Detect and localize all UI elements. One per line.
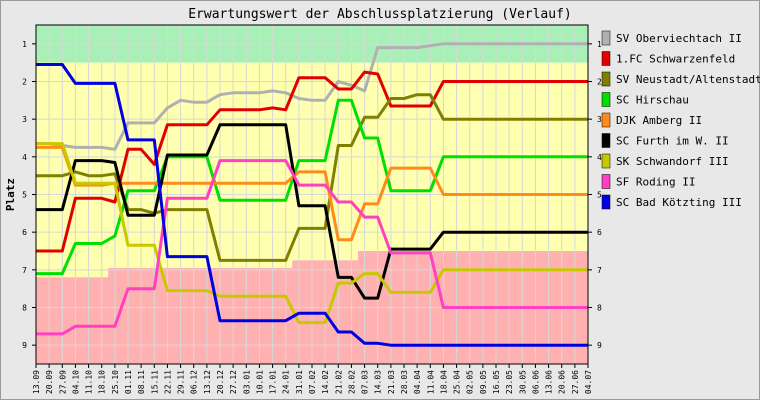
y-tick-label-right: 5 xyxy=(597,191,602,200)
x-tick-label: 07.03 xyxy=(361,370,370,394)
x-tick-label: 17.01 xyxy=(269,370,278,394)
legend-swatch-3 xyxy=(601,71,611,87)
x-tick-label: 27.09 xyxy=(58,370,67,394)
legend-swatch-4 xyxy=(601,92,611,107)
y-tick-label-right: 6 xyxy=(597,228,602,237)
y-tick-label-left: 3 xyxy=(22,115,27,124)
legend-swatch-2 xyxy=(601,51,611,66)
x-tick-label: 08.11 xyxy=(137,370,146,394)
legend-swatch-8 xyxy=(601,174,611,189)
y-tick-label-left: 9 xyxy=(22,341,27,350)
legend-label-9: SC Bad Kötzting III xyxy=(616,196,742,209)
x-tick-label: 30.05 xyxy=(518,370,527,394)
chart-title: Erwartungswert der Abschlussplatzierung … xyxy=(188,7,572,22)
y-tick-label-left: 4 xyxy=(22,153,27,162)
y-tick-label-right: 4 xyxy=(597,153,602,162)
y-tick-label-left: 6 xyxy=(22,228,27,237)
x-tick-label: 18.04 xyxy=(439,370,448,394)
legend-label-1: SV Oberviechtach II xyxy=(616,32,742,45)
series-lines xyxy=(36,42,588,347)
x-tick-label: 15.11 xyxy=(150,370,159,394)
legend-swatch-9 xyxy=(601,194,611,210)
x-tick-label: 11.04 xyxy=(426,370,435,394)
x-tick-label: 31.01 xyxy=(295,370,304,394)
y-tick-label-right: 3 xyxy=(597,115,602,124)
series-line-9 xyxy=(36,63,588,347)
legend-label-5: DJK Amberg II xyxy=(616,114,702,127)
x-tick-label: 25.10 xyxy=(111,370,120,394)
x-tick-label: 04.04 xyxy=(413,370,422,394)
x-tick-label: 14.02 xyxy=(321,370,330,394)
x-tick-label: 13.09 xyxy=(32,370,41,394)
x-tick-label: 20.06 xyxy=(558,370,567,394)
x-tick-label: 03.01 xyxy=(242,370,251,394)
legend-label-7: SK Schwandorf III xyxy=(616,155,729,168)
x-tick-label: 04.10 xyxy=(71,370,80,394)
x-tick-label: 13.06 xyxy=(545,370,554,394)
axes: 1 1 2 2 3 3 4 4 5 5 6 6 7 7 8 8 9 9 13.09 20.09 27.09 04.10 11… xyxy=(22,24,602,394)
series-line-7 xyxy=(36,142,588,325)
x-tick-label: 28.03 xyxy=(400,370,409,394)
x-tick-label: 27.12 xyxy=(229,370,238,394)
x-tick-label: 07.02 xyxy=(308,370,317,394)
x-tick-label: 25.04 xyxy=(453,370,462,394)
series-line-6 xyxy=(36,123,588,300)
x-tick-label: 14.03 xyxy=(374,370,383,394)
x-tick-label: 21.03 xyxy=(387,370,396,394)
x-tick-label: 02.05 xyxy=(466,370,475,394)
y-tick-label-left: 8 xyxy=(22,304,27,313)
legend-label-3: SV Neustadt/Altenstadt xyxy=(616,73,760,86)
legend-swatch-1 xyxy=(601,30,611,46)
x-tick-label: 29.11 xyxy=(177,370,186,394)
y-tick-label-left: 5 xyxy=(22,191,27,200)
x-tick-label: 28.02 xyxy=(347,370,356,394)
x-tick-label: 22.11 xyxy=(163,370,172,394)
x-tick-label: 01.11 xyxy=(124,370,133,394)
x-tick-label: 16.05 xyxy=(492,370,501,394)
y-tick-label-left: 7 xyxy=(22,266,27,275)
legend-swatch-7 xyxy=(601,153,611,169)
legend-label-2: 1.FC Schwarzenfeld xyxy=(616,53,735,66)
y-tick-label-right: 8 xyxy=(597,304,602,313)
x-tick-label: 23.05 xyxy=(505,370,514,394)
series-line-2 xyxy=(36,70,588,253)
series-line-5 xyxy=(36,145,588,242)
x-tick-label: 21.02 xyxy=(334,370,343,394)
y-tick-label-right: 9 xyxy=(597,341,602,350)
legend-label-6: SC Furth im W. II xyxy=(616,135,729,148)
x-tick-label: 20.12 xyxy=(216,370,225,394)
x-tick-label: 24.01 xyxy=(282,370,291,394)
y-tick-label-right: 2 xyxy=(597,78,602,87)
y-tick-label-left: 2 xyxy=(22,78,27,87)
x-tick-label: 06.06 xyxy=(531,370,540,394)
series-line-1 xyxy=(36,42,588,151)
y-axis-label: Platz xyxy=(4,178,17,211)
x-tick-label: 06.12 xyxy=(190,370,199,394)
y-tick-label-right: 7 xyxy=(597,266,602,275)
x-tick-label: 27.06 xyxy=(571,370,580,394)
x-tick-label: 20.09 xyxy=(45,370,54,394)
x-tick-label: 18.10 xyxy=(98,370,107,394)
y-tick-label-left: 1 xyxy=(22,40,27,49)
x-tick-label: 13.12 xyxy=(203,370,212,394)
legend-swatch-5 xyxy=(601,112,611,128)
legend-swatch-6 xyxy=(601,133,611,148)
x-tick-label: 10.01 xyxy=(255,370,264,394)
x-tick-label: 04.07 xyxy=(584,370,593,394)
legend: SV Oberviechtach II 1.FC Schwarzenfeld SV … xyxy=(601,30,760,210)
x-tick-label: 09.05 xyxy=(479,370,488,394)
legend-label-8: SF Roding II xyxy=(616,176,695,189)
y-tick-label-right: 1 xyxy=(597,40,602,49)
series-line-8 xyxy=(36,159,588,336)
legend-label-4: SC Hirschau xyxy=(616,94,689,107)
series-line-4 xyxy=(36,98,588,276)
x-tick-label: 11.10 xyxy=(85,370,94,394)
